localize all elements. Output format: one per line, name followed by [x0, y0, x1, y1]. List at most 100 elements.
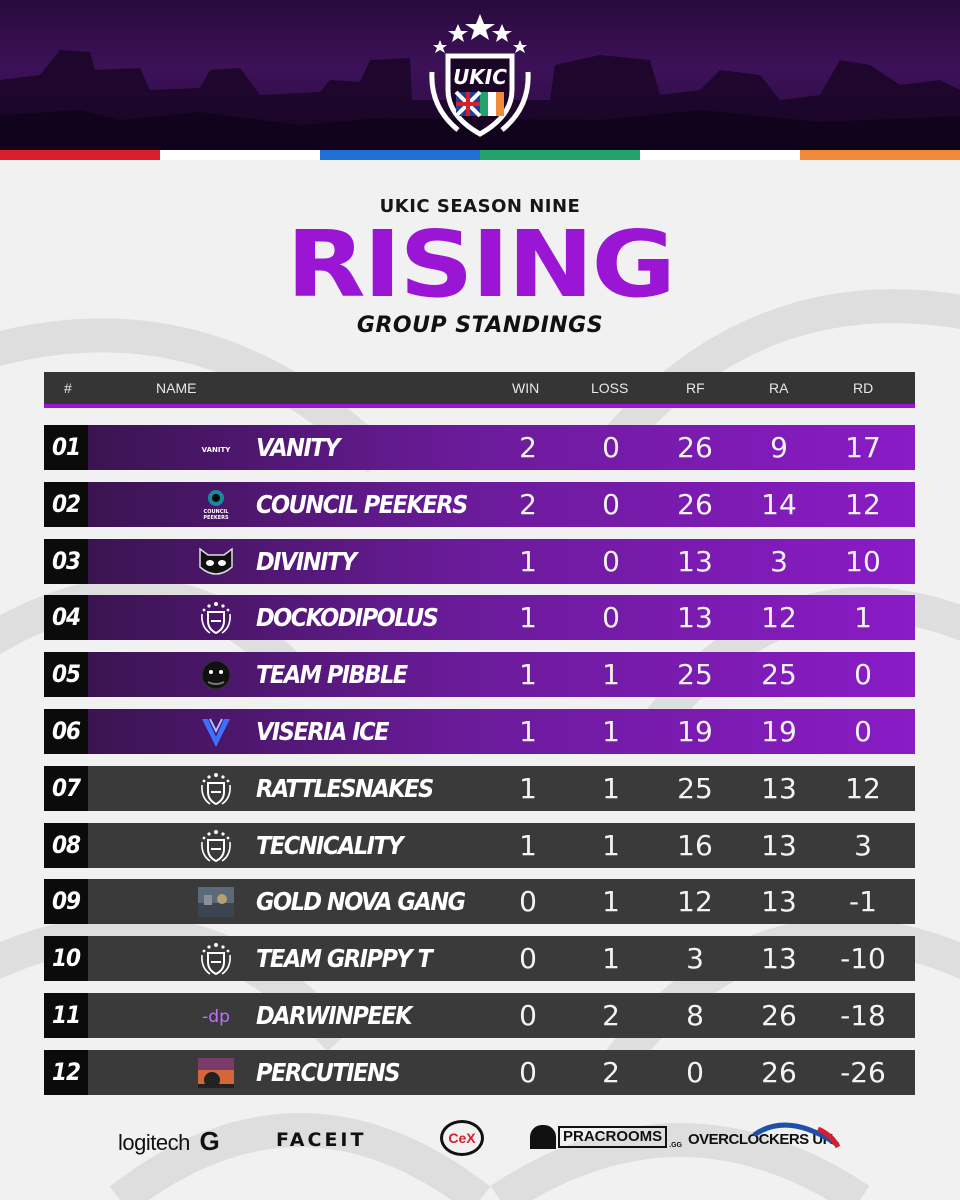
person-silhouette-icon: [530, 1125, 556, 1149]
rd-cell: -1: [849, 885, 877, 919]
ra-cell: 13: [761, 942, 797, 976]
photo-team-logo-icon: [196, 885, 236, 919]
rf-cell: 13: [677, 544, 713, 578]
table-row: 06 VISERIA ICE 1 1 19 19 0: [44, 709, 915, 754]
rf-cell: 3: [686, 942, 704, 976]
v-team-logo-icon: [196, 715, 236, 749]
rf-cell: 25: [677, 658, 713, 692]
rf-cell: 26: [677, 487, 713, 521]
loss-cell: 0: [602, 544, 620, 578]
table-row: 03 DIVINITY 1 0 13 3 10: [44, 538, 915, 584]
team-name: PERCUTIENS: [256, 1057, 401, 1087]
stripe-white-2: [640, 150, 800, 160]
loss-cell: 1: [602, 658, 620, 692]
overclockers-arc-icon: [752, 1122, 841, 1149]
row-body: TEAM GRIPPY T 0 1 3 13 -10: [88, 936, 915, 982]
col-pos: #: [64, 380, 72, 396]
row-body: TEAM PIBBLE 1 1 25 25 0: [88, 652, 915, 698]
table-row: 09 GOLD NOVA GANG 0 1 12 13 -1: [44, 879, 915, 925]
overclockers-text: OVERCLOCKERS UK: [688, 1131, 834, 1148]
team-name: DARWINPEEK: [256, 1001, 413, 1030]
stripe-red: [0, 150, 160, 160]
loss-cell: 0: [602, 487, 620, 521]
ra-cell: 19: [761, 715, 797, 748]
season-label: UKIC SEASON NINE: [379, 196, 581, 217]
row-body: VANITY VANITY 2 0 26 9 17: [88, 425, 915, 470]
team-name: TEAM PIBBLE: [256, 660, 408, 690]
ra-cell: 13: [761, 771, 797, 805]
loss-cell: 1: [602, 771, 620, 805]
rd-cell: 12: [845, 487, 881, 521]
dp-team-logo-icon: -dp: [196, 999, 236, 1033]
ukic-shield-team-logo-icon: [196, 829, 236, 863]
rf-cell: 8: [686, 999, 704, 1032]
rd-cell: 0: [854, 658, 872, 692]
overclockers-logo: OVERCLOCKERS UK: [688, 1131, 834, 1148]
table-row: 01 VANITY VANITY 2 0 26 9 17: [44, 425, 915, 470]
council-logo-text: COUNCIL: [204, 509, 230, 515]
rank-cell: 04: [44, 595, 88, 641]
loss-cell: 2: [602, 999, 620, 1032]
loss-cell: 0: [602, 601, 620, 635]
ra-cell: 13: [761, 885, 797, 919]
win-cell: 2: [519, 431, 537, 464]
rf-cell: 19: [677, 715, 713, 748]
team-name: DOCKODIPOLUS: [256, 603, 439, 633]
row-body: COUNCIL PEEKERS COUNCIL PEEKERS 2 0 26 14 12: [88, 481, 915, 527]
rank-cell: 07: [44, 765, 88, 811]
loss-cell: 2: [602, 1055, 620, 1089]
title-block: UKIC SEASON NINE RISING GROUP STANDINGS: [0, 196, 960, 338]
table-row: 10 TEAM GRIPPY T 0 1 3 13 -10: [44, 936, 915, 982]
win-cell: 0: [519, 1055, 537, 1089]
team-name: VISERIA ICE: [256, 717, 390, 746]
table-row: 04 DOCKODIPOLUS 1 0 13 12 1: [44, 595, 915, 641]
stripe-green: [480, 150, 640, 160]
ra-cell: 25: [761, 658, 797, 692]
loss-cell: 1: [602, 715, 620, 748]
header-banner: UKIC: [0, 0, 960, 150]
ukic-shield-team-logo-icon: [196, 942, 236, 976]
rd-cell: -10: [840, 942, 886, 976]
table-row: 12 PERCUTIENS 0 2 0 26 -26: [44, 1049, 915, 1095]
rd-cell: 1: [854, 601, 872, 635]
ra-cell: 12: [761, 601, 797, 635]
ukic-shield-team-logo-icon: [196, 601, 236, 635]
ra-cell: 3: [770, 544, 788, 578]
ra-cell: 13: [761, 828, 797, 862]
win-cell: 2: [519, 487, 537, 521]
rd-cell: 10: [845, 544, 881, 578]
table-row: 07 RATTLESNAKES 1 1 25 13 12: [44, 765, 915, 811]
win-cell: 1: [519, 828, 537, 862]
logitech-text: logitech: [118, 1130, 190, 1155]
vanity-logo-text: VANITY: [202, 446, 232, 454]
standings-table-header: # NAME WIN LOSS RF RA RD: [44, 372, 915, 408]
rf-cell: 13: [677, 601, 713, 635]
rd-cell: -18: [840, 999, 886, 1032]
team-name: RATTLESNAKES: [256, 773, 434, 803]
win-cell: 1: [519, 544, 537, 578]
rank-cell: 06: [44, 709, 88, 754]
rf-cell: 12: [677, 885, 713, 919]
row-body: TECNICALITY 1 1 16 13 3: [88, 822, 915, 868]
row-body: -dp DARWINPEEK 0 2 8 26 -18: [88, 993, 915, 1038]
rank-cell: 09: [44, 879, 88, 925]
stripe-white: [160, 150, 320, 160]
loss-cell: 1: [602, 885, 620, 919]
rank-cell: 11: [44, 993, 88, 1038]
faceit-logo: FACEIT: [276, 1129, 367, 1151]
win-cell: 0: [519, 885, 537, 919]
rank-cell: 12: [44, 1049, 88, 1095]
rd-cell: 17: [845, 431, 881, 464]
win-cell: 1: [519, 771, 537, 805]
col-name: NAME: [156, 380, 197, 396]
row-body: RATTLESNAKES 1 1 25 13 12: [88, 765, 915, 811]
rf-cell: 0: [686, 1055, 704, 1089]
row-body: DIVINITY 1 0 13 3 10: [88, 538, 915, 584]
win-cell: 0: [519, 999, 537, 1032]
ukic-shield-team-logo-icon: [196, 772, 236, 806]
stripe-orange: [800, 150, 960, 160]
win-cell: 1: [519, 715, 537, 748]
rd-cell: 0: [854, 715, 872, 748]
team-name: VANITY: [256, 433, 340, 462]
svg-text:PEEKERS: PEEKERS: [203, 515, 229, 521]
